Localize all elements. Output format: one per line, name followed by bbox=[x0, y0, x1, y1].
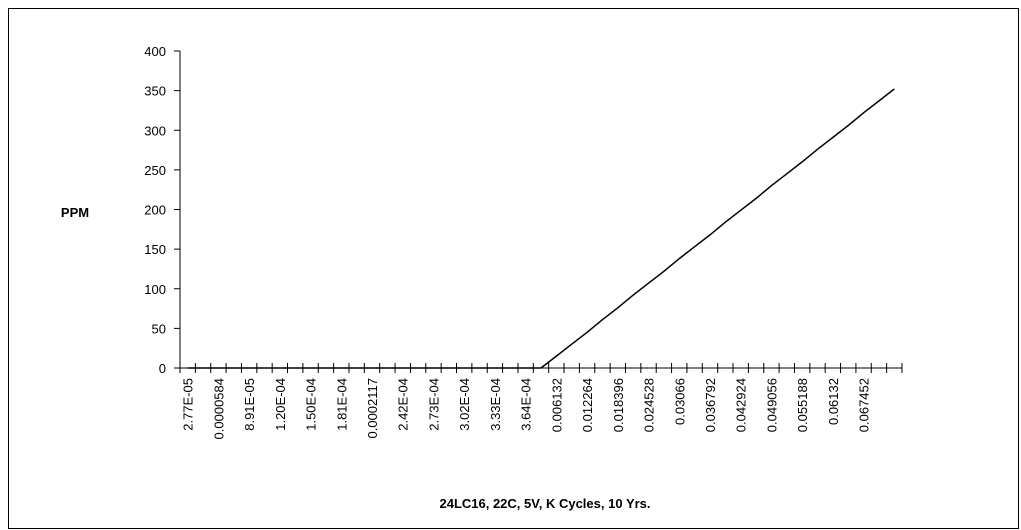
x-tick-label: 0.03066 bbox=[672, 378, 687, 425]
x-tick-label: 0.012264 bbox=[580, 378, 595, 432]
x-tick-label: 0.0000584 bbox=[211, 378, 226, 439]
x-tick-label: 1.20E-04 bbox=[273, 378, 288, 431]
y-tick-label: 150 bbox=[144, 242, 166, 257]
x-tick-label: 0.049056 bbox=[764, 378, 779, 432]
x-tick-label: 3.02E-04 bbox=[457, 378, 472, 431]
y-tick-label: 0 bbox=[159, 361, 166, 376]
x-tick-label: 0.024528 bbox=[642, 378, 657, 432]
x-tick-label: 1.50E-04 bbox=[304, 378, 319, 431]
x-tick-label: 2.73E-04 bbox=[426, 378, 441, 431]
data-line bbox=[187, 88, 895, 369]
x-tick-label: 8.91E-05 bbox=[242, 378, 257, 431]
x-tick-label: 0.06132 bbox=[826, 378, 841, 425]
x-tick-label: 3.33E-04 bbox=[488, 378, 503, 431]
y-tick-label: 100 bbox=[144, 282, 166, 297]
x-tick-label: 0.042924 bbox=[734, 378, 749, 432]
chart-frame bbox=[8, 8, 1019, 529]
y-tick-label: 50 bbox=[152, 321, 166, 336]
x-tick-label: 0.055188 bbox=[795, 378, 810, 432]
x-tick-label: 1.81E-04 bbox=[334, 378, 349, 431]
x-tick-label: 2.77E-05 bbox=[181, 378, 196, 431]
x-tick-label: 0.0002117 bbox=[365, 378, 380, 439]
x-tick-label: 0.036792 bbox=[703, 378, 718, 432]
y-tick-label: 350 bbox=[144, 84, 166, 99]
x-tick-label: 3.64E-04 bbox=[519, 378, 534, 431]
y-tick-label: 400 bbox=[144, 44, 166, 59]
x-tick-label: 0.067452 bbox=[857, 378, 872, 432]
y-axis-label: PPM bbox=[61, 205, 89, 220]
x-tick-label: 2.42E-04 bbox=[396, 378, 411, 431]
x-tick-label: 0.018396 bbox=[611, 378, 626, 432]
y-tick-label: 300 bbox=[144, 123, 166, 138]
x-tick-label: 0.006132 bbox=[549, 378, 564, 432]
y-tick-label: 250 bbox=[144, 163, 166, 178]
y-tick-label: 200 bbox=[144, 203, 166, 218]
x-axis-label: 24LC16, 22C, 5V, K Cycles, 10 Yrs. bbox=[439, 496, 650, 511]
